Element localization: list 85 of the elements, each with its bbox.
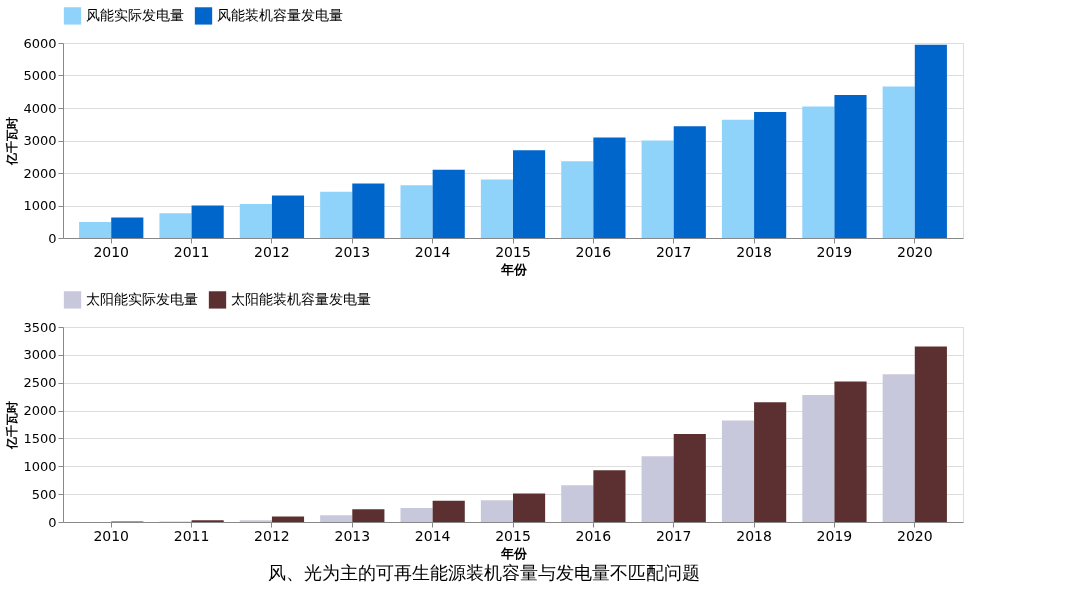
y-tick-label: 1500	[23, 430, 57, 446]
bar	[673, 433, 706, 522]
bar	[882, 86, 915, 238]
bar	[593, 137, 626, 238]
y-tick-label: 4000	[23, 100, 57, 116]
x-tick-label: 2015	[495, 243, 531, 260]
y-tick-label: 2000	[23, 403, 57, 419]
y-tick-label: 3500	[23, 319, 57, 335]
bar	[480, 500, 513, 522]
bar	[754, 402, 787, 522]
bar	[802, 106, 835, 238]
y-tick-label: 1000	[23, 458, 57, 474]
y-axis-title: 亿千瓦时	[5, 401, 20, 450]
x-tick-label: 2016	[575, 527, 612, 544]
x-tick-label: 2010	[93, 243, 130, 260]
bar	[111, 217, 144, 238]
x-tick-label: 2016	[575, 243, 612, 260]
legend-label: 风能实际发电量	[86, 6, 184, 23]
bar	[513, 493, 546, 522]
bar	[400, 185, 433, 238]
bar	[79, 222, 112, 238]
bar	[480, 179, 513, 238]
bar	[914, 44, 947, 238]
x-tick-label: 2012	[254, 527, 290, 544]
y-tick-label: 3000	[23, 347, 57, 363]
bar	[271, 195, 305, 238]
x-tick-label: 2013	[334, 527, 371, 544]
bar	[721, 119, 755, 238]
bar	[834, 95, 867, 238]
x-tick-label: 2017	[655, 527, 692, 544]
x-tick-label: 2019	[816, 243, 853, 260]
bar	[561, 161, 594, 238]
x-axis-title: 年份	[499, 261, 528, 277]
x-tick-label: 2015	[495, 527, 531, 544]
y-tick-label: 500	[31, 486, 57, 502]
text: 风、光为主的可再生能源装机容量与发电量不匹配问题	[268, 561, 701, 583]
x-tick-label: 2019	[816, 527, 853, 544]
y-axis-title: 亿千瓦时	[5, 117, 20, 166]
y-tick-label: 1000	[23, 198, 57, 213]
bar	[352, 183, 385, 238]
bar	[432, 500, 465, 522]
bar	[320, 191, 353, 238]
bar	[673, 126, 706, 238]
bar	[432, 169, 465, 238]
y-tick-label: 2000	[23, 165, 57, 181]
legend-label: 太阳能装机容量发电量	[231, 290, 371, 307]
bar	[561, 485, 594, 522]
bar	[641, 456, 674, 522]
bar	[400, 508, 433, 522]
y-tick-label: 0	[48, 514, 57, 530]
bar	[239, 203, 272, 238]
bar	[834, 381, 867, 522]
bar	[593, 470, 626, 522]
y-tick-label: 6000	[23, 35, 57, 51]
bar	[271, 516, 305, 522]
bar	[802, 394, 835, 522]
x-tick-label: 2020	[896, 527, 933, 544]
x-tick-label: 2012	[254, 243, 290, 260]
y-tick-label: 0	[48, 230, 57, 246]
x-tick-label: 2010	[93, 527, 130, 544]
x-tick-label: 2018	[736, 527, 772, 544]
x-tick-label: 2020	[896, 243, 933, 260]
bar	[914, 346, 947, 522]
bar	[159, 213, 192, 238]
y-tick-label: 2500	[23, 375, 57, 391]
x-tick-label: 2013	[334, 243, 371, 260]
x-tick-label: 2011	[173, 527, 210, 544]
x-tick-label: 2014	[414, 243, 451, 260]
bar	[721, 420, 755, 522]
y-tick-label: 3000	[23, 133, 57, 148]
x-axis-title: 年份	[499, 545, 528, 561]
bar	[882, 374, 915, 522]
bar	[641, 140, 674, 238]
bar	[754, 111, 787, 238]
y-tick-label: 5000	[23, 68, 57, 83]
x-tick-label: 2014	[414, 527, 451, 544]
bar	[320, 515, 353, 522]
x-tick-label: 2017	[655, 243, 692, 260]
bar	[513, 150, 546, 238]
x-tick-label: 2018	[736, 243, 772, 260]
bar	[191, 205, 224, 238]
legend-label: 太阳能实际发电量	[86, 290, 198, 307]
x-tick-label: 2011	[173, 243, 210, 260]
legend-label: 风能装机容量发电量	[217, 6, 343, 23]
bar	[352, 509, 385, 522]
